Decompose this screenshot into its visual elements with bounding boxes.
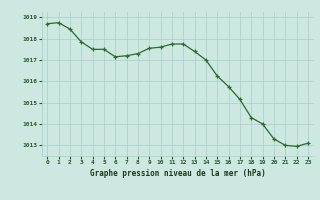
X-axis label: Graphe pression niveau de la mer (hPa): Graphe pression niveau de la mer (hPa): [90, 169, 266, 178]
